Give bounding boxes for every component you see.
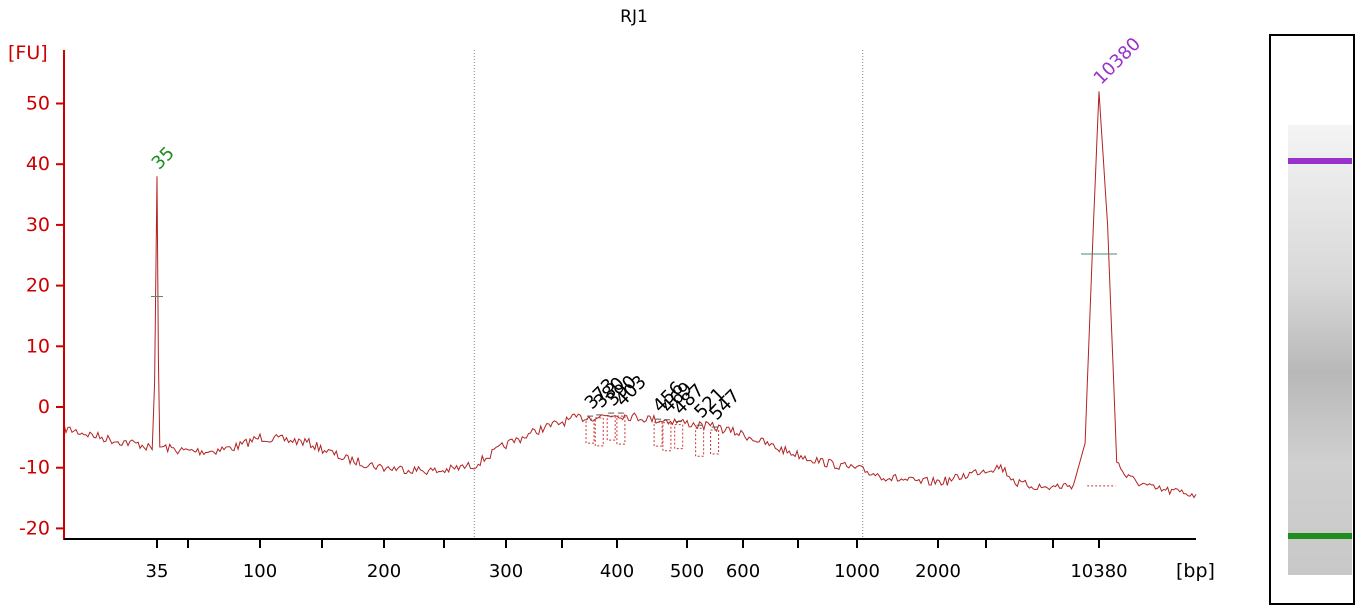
y-tick-label: -20: [19, 517, 50, 539]
peak-label: 35: [148, 143, 179, 174]
y-tick-label: 40: [26, 153, 50, 175]
peak-area: [606, 415, 616, 441]
x-tick-label: 400: [600, 561, 634, 582]
y-tick-label: 0: [38, 396, 50, 418]
y-tick-label: 50: [26, 93, 50, 115]
y-tick-label: 20: [26, 275, 50, 297]
peak-area: [616, 415, 626, 445]
peak-area: [653, 421, 663, 447]
y-tick-label: 10: [26, 335, 50, 357]
trace-line: [63, 91, 1197, 499]
axes: [63, 50, 1196, 540]
trace-group: [63, 91, 1197, 499]
x-ticks: 35 100 200 300 400 500 600 1000 2000 10380: [146, 539, 1128, 582]
chart-title: RJ1: [620, 7, 648, 27]
y-axis-unit: [FU]: [8, 42, 48, 64]
y-tick-label: -10: [19, 457, 50, 479]
gel-lane: [1269, 34, 1355, 605]
x-axis-unit: [bp]: [1176, 560, 1215, 582]
y-ticks: 50 40 30 20 10 0 -10 -20: [19, 93, 64, 539]
gel-band: [1288, 158, 1352, 164]
peak-label: 10380: [1090, 34, 1145, 89]
x-tick-label: 100: [243, 561, 277, 582]
x-tick-label: 300: [489, 561, 523, 582]
gel-band: [1288, 533, 1352, 539]
x-tick-label: 2000: [915, 561, 961, 582]
peak-area: [695, 427, 705, 457]
x-tick-label: 200: [367, 561, 401, 582]
peak-area: [585, 418, 595, 444]
x-tick-label: 10380: [1070, 561, 1127, 582]
x-tick-label: 35: [146, 561, 169, 582]
x-tick-label: 500: [670, 561, 704, 582]
peak-area: [710, 429, 720, 455]
peak-area: [594, 417, 604, 447]
x-tick-label: 600: [726, 561, 760, 582]
x-tick-label: 1000: [834, 561, 880, 582]
gel-smear: [1288, 125, 1352, 575]
reference-lines: [473, 50, 864, 539]
peak-area: [662, 422, 672, 452]
y-tick-label: 30: [26, 214, 50, 236]
peak-area: [674, 424, 684, 450]
